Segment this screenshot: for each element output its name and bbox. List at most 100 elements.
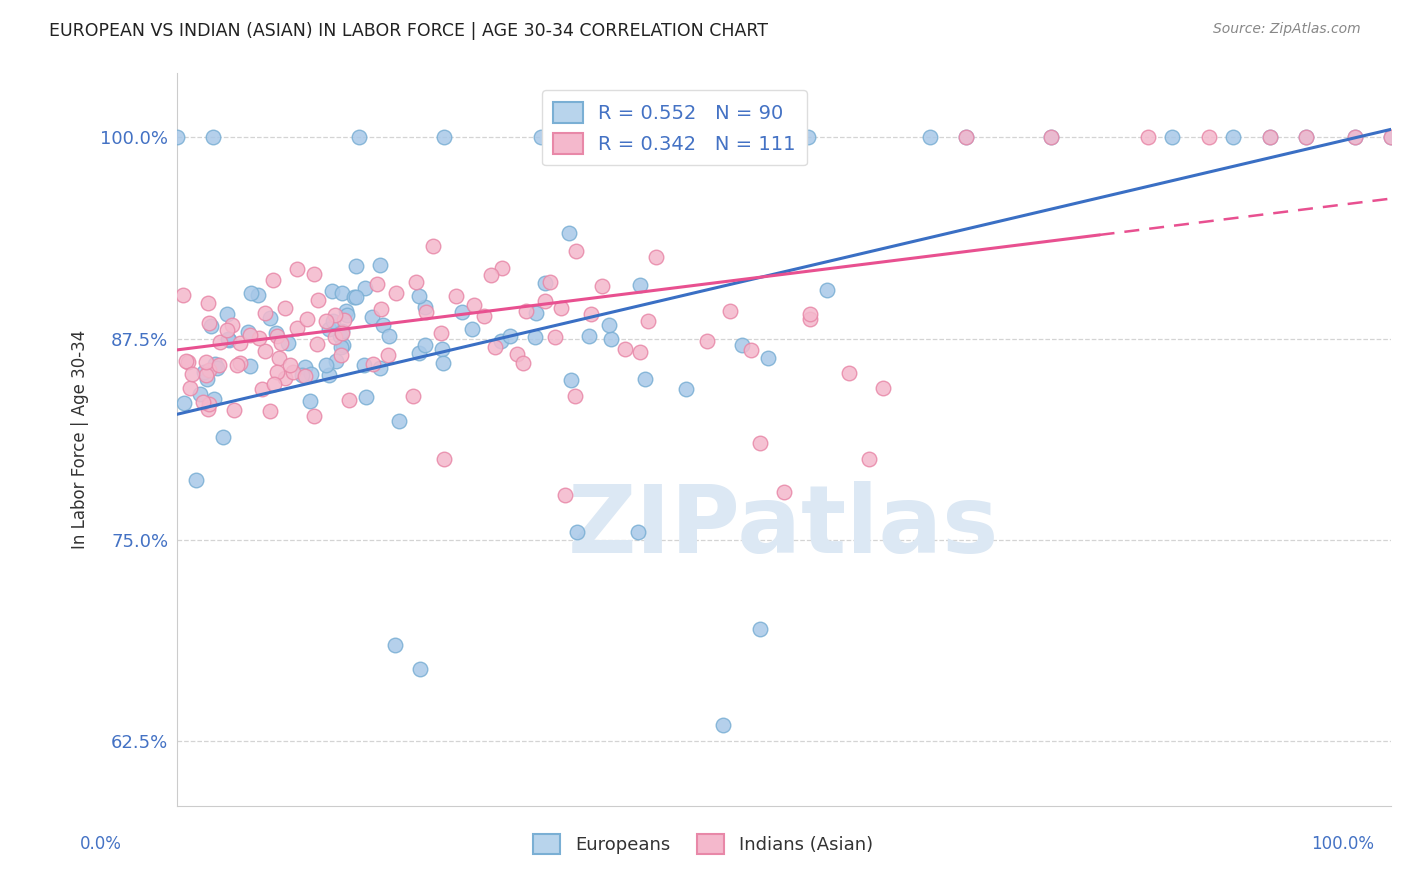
- Point: [368, 361, 391, 376]
- Point: [298, 393, 321, 408]
- Point: [225, 358, 247, 372]
- Point: [299, 367, 322, 381]
- Point: [329, 329, 352, 343]
- Point: [634, 372, 657, 386]
- Point: [354, 281, 377, 295]
- Point: [195, 354, 218, 368]
- Point: [444, 288, 467, 302]
- Point: [408, 346, 430, 360]
- Point: [815, 283, 838, 297]
- Point: [628, 278, 651, 293]
- Point: [239, 327, 262, 342]
- Point: [1343, 130, 1365, 145]
- Point: [246, 288, 269, 302]
- Point: [329, 348, 352, 362]
- Point: [193, 365, 215, 379]
- Point: [330, 326, 353, 340]
- Point: [270, 335, 292, 350]
- Point: [675, 382, 697, 396]
- Point: [1198, 130, 1220, 145]
- Point: [335, 304, 357, 318]
- Point: [955, 130, 977, 145]
- Point: [330, 325, 353, 339]
- Point: [302, 409, 325, 424]
- Point: [637, 314, 659, 328]
- Point: [479, 268, 502, 282]
- Point: [506, 347, 529, 361]
- Point: [259, 404, 281, 418]
- Point: [560, 373, 582, 387]
- Point: [318, 368, 340, 383]
- Point: [332, 338, 354, 352]
- Point: [180, 367, 202, 381]
- Point: [484, 340, 506, 354]
- Point: [274, 370, 297, 384]
- Point: [198, 396, 221, 410]
- Point: [1222, 130, 1244, 145]
- Text: Source: ZipAtlas.com: Source: ZipAtlas.com: [1213, 22, 1361, 37]
- Point: [259, 311, 281, 326]
- Point: [432, 355, 454, 369]
- Point: [740, 343, 762, 358]
- Point: [534, 294, 557, 309]
- Point: [377, 329, 399, 343]
- Legend: R = 0.552   N = 90, R = 0.342   N = 111: R = 0.552 N = 90, R = 0.342 N = 111: [541, 90, 807, 166]
- Point: [274, 301, 297, 316]
- Point: [524, 330, 547, 344]
- Point: [748, 622, 770, 636]
- Point: [370, 302, 392, 317]
- Point: [368, 259, 391, 273]
- Point: [558, 227, 581, 241]
- Point: [1137, 130, 1160, 145]
- Point: [408, 662, 430, 676]
- Point: [291, 368, 314, 382]
- Point: [472, 310, 495, 324]
- Point: [627, 524, 650, 539]
- Point: [1258, 130, 1281, 145]
- Point: [530, 130, 553, 145]
- Point: [450, 305, 472, 319]
- Point: [1295, 130, 1317, 145]
- Point: [266, 329, 288, 343]
- Point: [330, 286, 353, 301]
- Point: [429, 326, 451, 340]
- Point: [1379, 130, 1402, 145]
- Point: [315, 358, 337, 372]
- Point: [337, 392, 360, 407]
- Point: [218, 333, 240, 347]
- Point: [718, 303, 741, 318]
- Legend: Europeans, Indians (Asian): Europeans, Indians (Asian): [524, 825, 882, 863]
- Point: [336, 308, 359, 322]
- Point: [918, 130, 941, 145]
- Point: [215, 307, 238, 321]
- Point: [202, 130, 225, 145]
- Point: [281, 365, 304, 379]
- Point: [1343, 130, 1365, 145]
- Point: [408, 289, 430, 303]
- Point: [197, 402, 219, 417]
- Point: [318, 322, 340, 336]
- Point: [176, 355, 198, 369]
- Point: [422, 239, 444, 253]
- Point: [253, 343, 276, 358]
- Point: [799, 307, 821, 321]
- Point: [221, 318, 243, 332]
- Point: [748, 436, 770, 450]
- Point: [554, 488, 576, 502]
- Point: [285, 261, 308, 276]
- Point: [491, 334, 513, 348]
- Point: [197, 372, 219, 386]
- Point: [315, 314, 337, 328]
- Text: 100.0%: 100.0%: [1312, 835, 1374, 853]
- Point: [173, 396, 195, 410]
- Point: [628, 345, 651, 359]
- Point: [229, 356, 252, 370]
- Point: [277, 336, 299, 351]
- Point: [772, 484, 794, 499]
- Point: [388, 414, 411, 428]
- Point: [1040, 130, 1063, 145]
- Point: [208, 358, 231, 372]
- Point: [343, 290, 366, 304]
- Point: [550, 301, 572, 315]
- Point: [955, 130, 977, 145]
